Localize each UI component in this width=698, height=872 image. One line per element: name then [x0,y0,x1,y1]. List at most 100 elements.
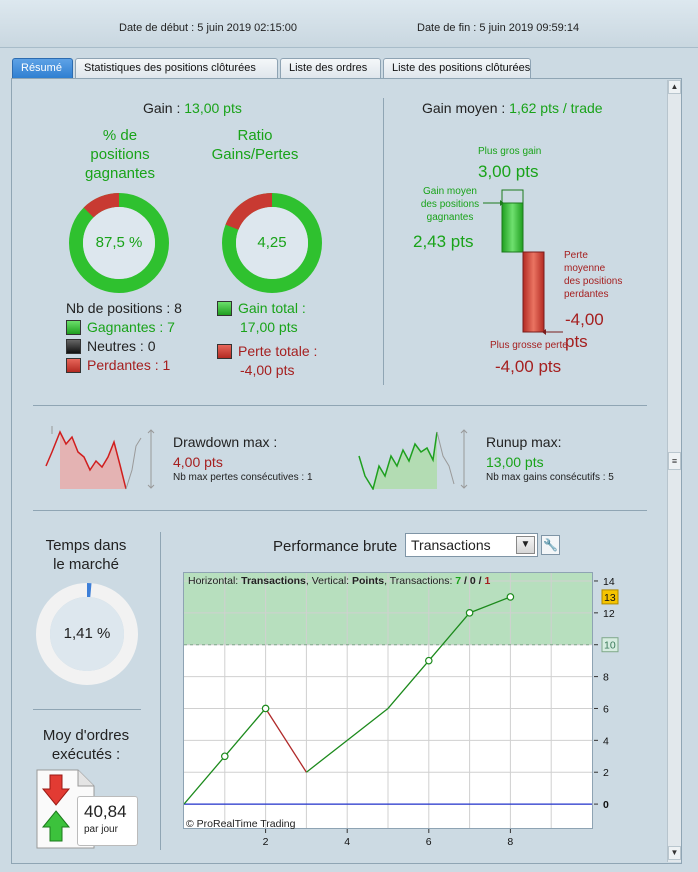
pct-title: % de positions gagnantes [84,127,156,182]
drawdown-line [45,430,127,490]
tab-resume[interactable]: Résumé [12,58,73,78]
perf-title: Performance brute [273,538,398,555]
perf-x-axis: 2 4 6 8 [263,829,513,848]
perf-chart-svg [184,573,592,828]
gain-total: Gain total : [217,300,306,316]
best-gain-label: Plus gros gain [478,146,542,157]
chevron-down-icon[interactable]: ▼ [516,536,535,554]
scroll-up-icon[interactable]: ▲ [668,80,681,94]
scroll-down-icon[interactable]: ▼ [668,846,681,860]
orders-value-box: 40,84 par jour [77,796,138,846]
nb-positions: Nb de positions : 8 [66,300,182,316]
pct-donut [69,193,169,293]
worst-loss-label: Plus grosse perte [490,340,568,351]
x-tick-label: 6 [426,836,432,848]
black-square-icon [66,339,81,354]
y-tick-label: 14 [603,576,615,588]
gain-total-value: 17,00 pts [240,319,298,335]
tab-closed-positions[interactable]: Liste des positions clôturées [383,58,531,78]
scroll-thumb[interactable]: ≡ [668,452,681,470]
orders-value: 40,84 [84,802,127,821]
red-square-icon [217,344,232,359]
arrow-left-icon [542,329,546,335]
y-tick-label: 2 [603,767,609,779]
data-point [465,609,474,617]
avg-loss-label: Perte moyenne des positions perdantes [564,250,623,300]
start-date: Date de début : 5 juin 2019 02:15:00 [119,22,297,34]
level-badge-label: 10 [604,640,616,652]
perte-totale-value: -4,00 pts [240,362,295,378]
ratio-title: Ratio Gains/Pertes [211,127,299,163]
runup-thumbnail [358,429,468,490]
drawdown-thumbnail [45,426,155,490]
avg-win-label: Gain moyen des positions gagnantes [420,186,480,223]
avg-loss-bar [522,251,545,333]
perf-copyright: © ProRealTime Trading [186,818,296,830]
market-donut-center [50,597,124,671]
losing-count: Perdantes : 1 [66,357,170,373]
x-tick-label: 4 [344,836,350,848]
y-tick-label: 0 [603,799,609,811]
separator-3 [33,709,141,710]
runup-line-tail [436,431,455,485]
end-date: Date de fin : 5 juin 2019 09:59:14 [417,22,580,34]
gain-segment [428,612,471,662]
perf-y-axis: 024681012141013 [594,576,619,811]
perf-info: Horizontal: Transactions, Vertical: Poin… [188,575,491,587]
wrench-icon[interactable]: 🔧 [541,535,560,555]
x-tick-label: 2 [263,836,269,848]
avg-loss-value: -4,00 pts [565,310,604,351]
header-bar [0,0,698,48]
green-square-icon [217,301,232,316]
gain-segment [305,739,348,773]
arrow-up-icon [460,429,468,434]
arrow-up-icon [147,429,155,434]
drawdown-value: 4,00 pts [173,454,223,470]
arrow-down-icon [460,484,468,489]
market-time-title: Temps dans le marché [45,537,127,573]
vertical-scrollbar[interactable]: ▲ ≡ ▼ [667,80,681,862]
ratio-donut-center [236,207,308,279]
runup-area [373,432,437,489]
perte-totale: Perte totale : [217,343,317,359]
arrow-up-icon [41,810,71,842]
best-gain-value: 3,00 pts [478,162,539,181]
section-divider [383,98,384,385]
max-badge [601,589,619,605]
level-badge [601,637,619,653]
ratio-donut [222,193,322,293]
worst-loss-value: -4,00 pts [495,357,562,376]
runup-value: 13,00 pts [486,454,544,470]
arrow-down-icon [147,484,155,489]
max-badge-label: 13 [604,592,616,604]
perf-mode-select[interactable]: Transactions ▼ [405,533,538,557]
gain-segment [224,708,267,757]
gain-segment [346,707,389,741]
section-divider-2 [160,532,161,850]
runup-line [358,431,438,490]
separator-2 [33,510,647,511]
tab-orders[interactable]: Liste des ordres [280,58,381,78]
data-point [506,593,515,601]
gain-segment [387,660,430,709]
perf-chart: Horizontal: Transactions, Vertical: Poin… [183,572,593,830]
data-point [261,704,270,713]
orders-unit: par jour [84,824,118,835]
arrow-down-icon [41,774,71,806]
avg-win-bar [501,202,524,253]
neutral-count: Neutres : 0 [66,338,155,354]
orders-title: Moy d'ordres exécutés : [42,727,130,763]
avg-bars-chart [483,189,563,335]
pct-donut-loss [83,193,120,218]
drawdown-area [60,432,126,489]
y-tick-label: 4 [603,735,609,747]
drawdown-title: Drawdown max : [173,434,278,450]
y-tick-label: 12 [603,608,615,620]
ratio-value: 4,25 [257,234,287,251]
drawdown-line-tail [125,437,142,490]
tab-closed-stats[interactable]: Statistiques des positions clôturées [75,58,278,78]
red-square-icon [66,358,81,373]
gain-segment [184,755,226,805]
y-tick-label: 8 [603,672,609,684]
runup-sub: Nb max gains consécutifs : 5 [486,472,614,483]
